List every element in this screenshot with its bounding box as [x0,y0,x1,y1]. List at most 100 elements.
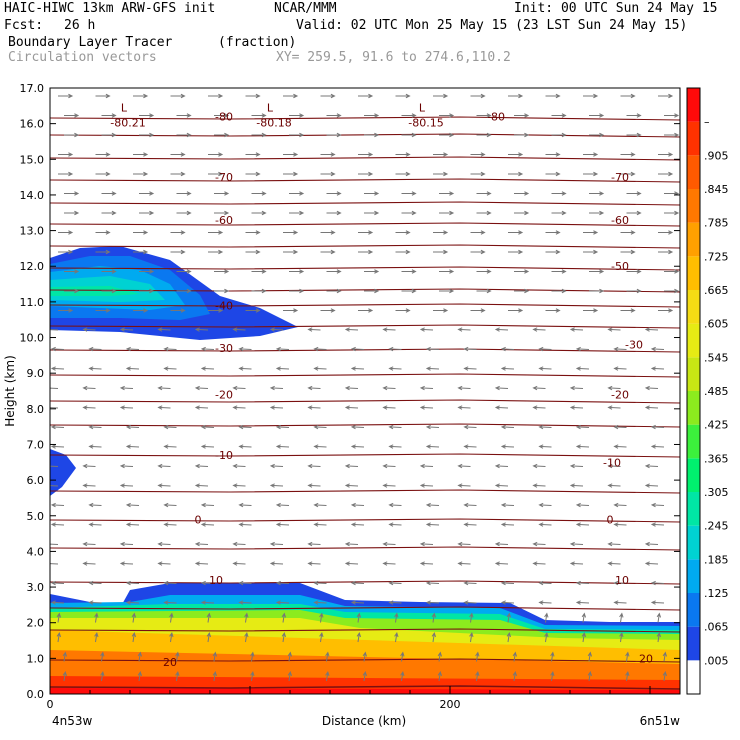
circulation-vector [50,563,59,565]
circulation-vector [88,346,102,352]
circulation-vector [581,612,587,623]
isotherm-label: -20 [611,389,629,402]
y-tick-label: 0.0 [27,688,45,701]
circulation-vector [101,269,117,274]
circulation-vector [82,327,96,332]
circulation-vector [283,93,299,99]
circulation-vector [388,600,402,605]
circulation-vector [476,132,492,138]
circulation-vector [250,670,255,682]
isotherm-line [50,628,680,633]
circulation-vector [532,541,546,547]
circulation-vector [163,522,177,527]
circulation-vector [626,132,642,138]
circulation-vector [538,522,552,527]
circulation-vector [551,132,567,138]
circulation-vector [382,463,396,469]
circulation-vector [100,651,105,662]
circulation-vector [176,269,192,274]
circulation-vector [644,327,659,332]
circulation-vector [251,132,267,138]
circulation-vector [551,191,567,196]
circulation-vector [238,580,252,586]
colorbar-swatch [687,222,700,257]
circulation-vector [208,308,224,313]
colorbar-swatch [687,357,700,391]
colorbar-label: .245 [704,520,729,533]
circulation-vector [431,612,437,623]
circulation-vector [581,631,587,643]
circulation-vector [307,561,321,566]
circulation-vector [508,230,524,235]
circulation-vector [251,191,267,196]
isotherm-label: -10 [603,456,621,469]
circulation-vector [437,651,443,662]
isotherm-line [50,606,680,611]
circulation-vector [88,444,102,449]
circulation-vector [394,612,399,623]
circulation-vector [470,249,486,255]
circulation-vector [500,444,515,449]
circulation-vector [50,465,59,467]
circulation-vector [470,152,486,157]
circulation-vector [251,210,267,216]
colorbar-swatch [687,256,700,290]
circulation-vector [469,612,474,623]
circulation-vector [419,541,434,547]
circulation-vector [395,93,411,99]
minimum-value: -80.21 [110,117,145,130]
circulation-vector [545,230,561,235]
circulation-vector [613,580,627,586]
circulation-vector [425,522,440,527]
circulation-vector [208,230,224,235]
forecast-label: Fcst: [4,18,44,33]
circulation-vector [538,424,552,430]
circulation-vector [64,269,80,274]
circulation-vector [95,93,111,99]
isotherm-line [50,156,680,161]
circulation-vector [283,171,299,177]
circulation-vector [313,522,327,527]
circulation-vector [163,502,177,508]
colorbar-label: .005 [704,654,729,667]
circulation-vector [101,288,117,294]
cross-section-xy: XY= 259.5, 91.6 to 274.6,110.2 [276,50,511,65]
circulation-vector [275,444,290,449]
colorbar-swatch [687,290,700,324]
circulation-vector [307,483,321,488]
circulation-vector [364,132,380,138]
circulation-vector [119,483,134,488]
circulation-vector [508,93,524,99]
circulation-vector [457,561,471,566]
circulation-vector [163,580,177,586]
circulation-vector [362,651,368,662]
circulation-vector [650,600,665,605]
y-tick-label: 15.0 [20,153,45,166]
circulation-vector [382,541,396,547]
circulation-vector [551,288,567,294]
circulation-vector [532,463,546,469]
circulation-vector [551,113,567,118]
circulation-vector [50,580,65,586]
circulation-vector [206,631,212,643]
circulation-vector [626,288,642,294]
circulation-vector [364,113,380,118]
circulation-vector [200,346,215,352]
circulation-vector [119,405,134,410]
circulation-vector [532,405,546,410]
circulation-vector [388,444,402,449]
isotherm-label: -70 [215,171,233,184]
circulation-vector [82,561,96,566]
circulation-vector [307,327,321,332]
circulation-vector [583,93,599,99]
circulation-vector [364,288,380,294]
circulation-vector [457,463,471,469]
circulation-vector [583,171,599,177]
circulation-vector [281,612,287,623]
isotherm-label: -20 [215,389,233,402]
circulation-vector [575,580,590,586]
init-time: Init: 00 UTC Sun 24 May 15 [514,1,718,16]
isotherm-line [50,373,680,378]
circulation-vector [358,93,374,99]
isotherm-line [50,453,680,458]
